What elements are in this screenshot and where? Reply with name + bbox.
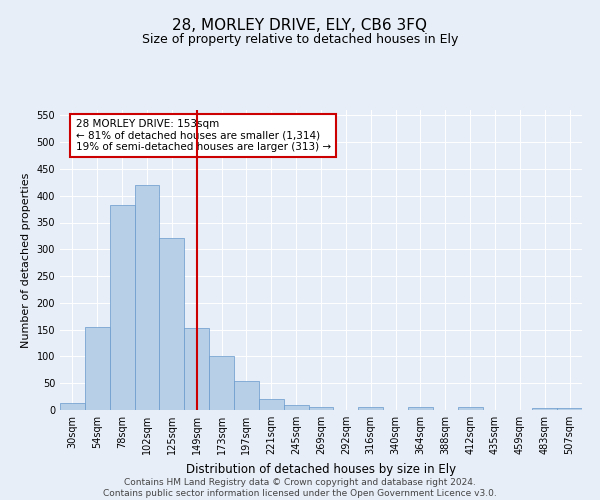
Bar (458, 408, 482, 410)
X-axis label: Distribution of detached houses by size in Ely: Distribution of detached houses by size … (186, 462, 456, 475)
Bar (259, 400, 284, 410)
Bar (110, 206, 134, 410)
Text: 28, MORLEY DRIVE, ELY, CB6 3FQ: 28, MORLEY DRIVE, ELY, CB6 3FQ (173, 18, 427, 32)
Bar (557, 408, 582, 410)
Text: 28 MORLEY DRIVE: 153sqm
← 81% of detached houses are smaller (1,314)
19% of semi: 28 MORLEY DRIVE: 153sqm ← 81% of detache… (76, 119, 331, 152)
Bar (160, 238, 184, 410)
Bar (284, 404, 308, 410)
Bar (85, 327, 110, 410)
Text: Size of property relative to detached houses in Ely: Size of property relative to detached ho… (142, 32, 458, 46)
Bar (134, 185, 160, 410)
Bar (408, 408, 433, 410)
Bar (184, 328, 209, 410)
Bar (234, 380, 259, 410)
Bar (60, 403, 85, 410)
Bar (358, 408, 383, 410)
Text: Contains HM Land Registry data © Crown copyright and database right 2024.
Contai: Contains HM Land Registry data © Crown c… (103, 478, 497, 498)
Bar (308, 408, 334, 410)
Bar (209, 356, 234, 410)
Bar (532, 408, 557, 410)
Y-axis label: Number of detached properties: Number of detached properties (21, 172, 31, 348)
